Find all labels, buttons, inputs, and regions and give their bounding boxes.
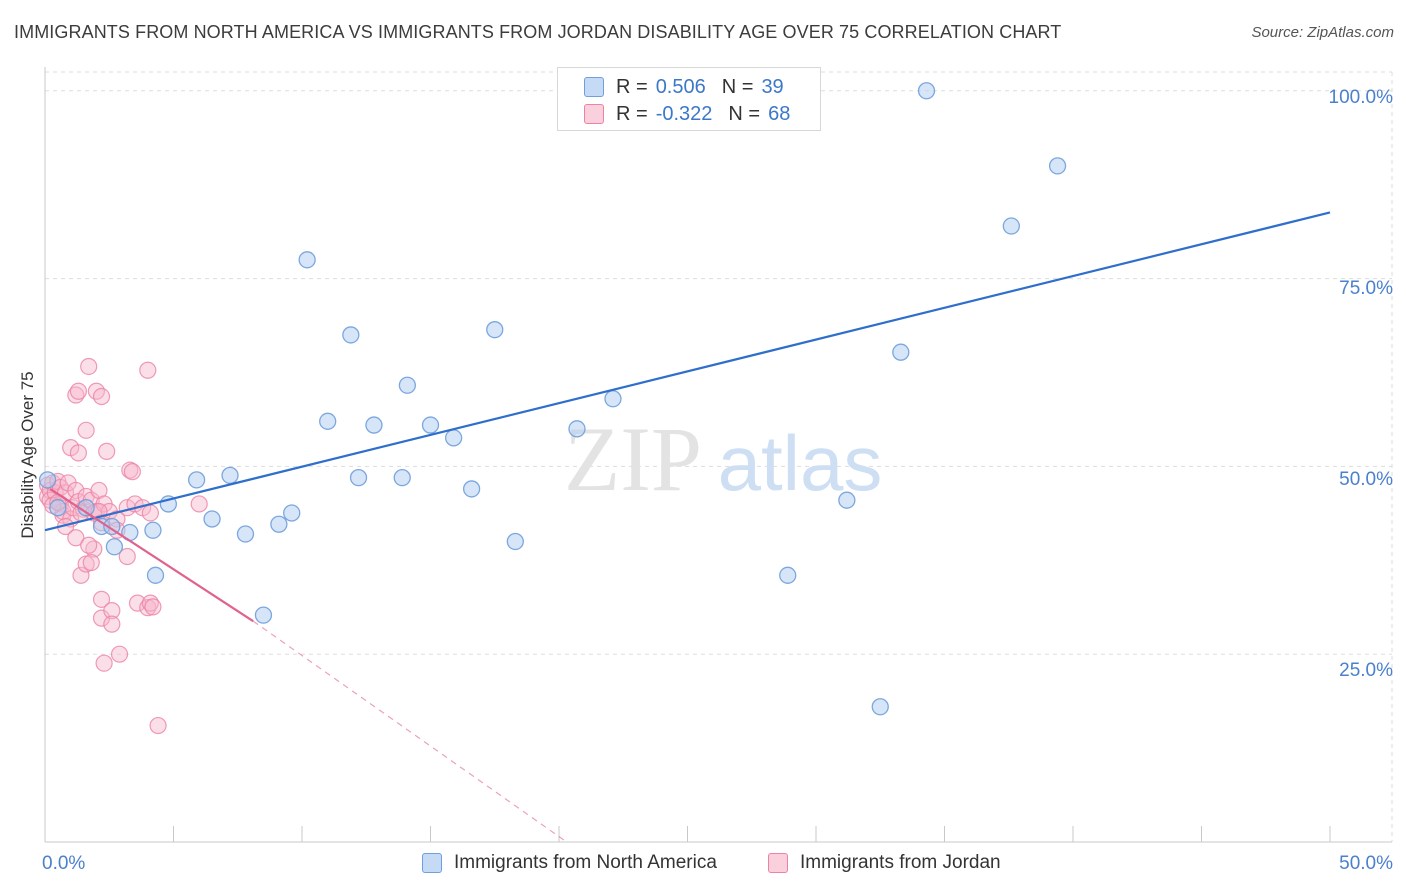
x-tick-label-0: 0.0% xyxy=(42,853,86,874)
y-tick-label-75: 75.0% xyxy=(1339,278,1393,299)
y-tick-label-100: 100.0% xyxy=(1328,87,1393,108)
point-north-america xyxy=(49,499,67,517)
trend-line-jordan xyxy=(49,488,254,623)
point-jordan xyxy=(190,495,208,513)
point-north-america xyxy=(254,606,273,624)
legend-swatch-pink xyxy=(584,104,604,124)
legend-row-jordan: R = -0.322 N = 68 xyxy=(584,102,790,126)
point-north-america xyxy=(892,343,910,361)
watermark-atlas: atlas xyxy=(718,419,883,507)
legend-n-label: N = xyxy=(721,75,754,98)
legend-r-value: -0.322 xyxy=(655,102,713,125)
y-tick-label-50: 50.0% xyxy=(1339,469,1393,490)
point-north-america xyxy=(779,566,797,584)
trend-line-jordan-extension xyxy=(252,620,568,843)
point-jordan xyxy=(141,504,159,522)
watermark-zip: ZIP xyxy=(564,408,702,510)
legend-swatch-blue xyxy=(584,77,604,97)
point-jordan xyxy=(69,382,88,400)
point-jordan xyxy=(80,357,98,376)
x-tick-label-50: 50.0% xyxy=(1339,853,1393,874)
point-north-america xyxy=(349,469,368,487)
point-jordan xyxy=(80,536,98,554)
point-north-america xyxy=(283,504,301,522)
y-axis-label: Disability Age Over 75 xyxy=(18,371,37,539)
point-jordan xyxy=(98,442,116,460)
point-jordan xyxy=(103,602,121,620)
point-jordan xyxy=(69,444,88,462)
point-north-america xyxy=(144,521,162,539)
point-jordan xyxy=(123,463,141,481)
point-north-america xyxy=(1002,217,1020,235)
trend-line-north-america xyxy=(44,211,1331,532)
point-jordan xyxy=(110,645,129,663)
point-north-america xyxy=(393,469,411,487)
point-north-america xyxy=(146,566,165,584)
bottom-legend-north-america: Immigrants from North America xyxy=(422,852,717,874)
point-north-america xyxy=(38,471,57,489)
legend-r-label: R = xyxy=(616,102,648,125)
point-jordan xyxy=(72,566,90,584)
legend-n-value: 39 xyxy=(761,75,784,98)
chart-source: Source: ZipAtlas.com xyxy=(1251,24,1394,41)
point-north-america xyxy=(1048,157,1067,175)
point-north-america xyxy=(568,420,586,438)
point-north-america xyxy=(604,390,622,408)
point-jordan xyxy=(139,599,157,617)
point-jordan xyxy=(92,387,111,406)
point-jordan xyxy=(92,590,111,608)
bottom-legend-swatch-pink xyxy=(768,853,788,873)
point-north-america xyxy=(871,698,889,716)
point-north-america xyxy=(421,416,440,434)
point-jordan xyxy=(103,615,121,633)
point-north-america xyxy=(342,326,360,344)
point-jordan xyxy=(67,481,85,500)
bottom-legend-label: Immigrants from Jordan xyxy=(800,852,1001,873)
bottom-legend-jordan: Immigrants from Jordan xyxy=(768,852,1001,874)
correlation-legend: R = 0.506 N = 39 R = -0.322 N = 68 xyxy=(557,67,821,131)
legend-n-label: N = xyxy=(728,102,761,125)
series-jordan-points xyxy=(38,357,208,735)
y-tick-label-25: 25.0% xyxy=(1339,660,1393,681)
point-jordan xyxy=(77,421,95,439)
point-jordan xyxy=(118,547,136,566)
point-north-america xyxy=(221,466,239,485)
legend-r-label: R = xyxy=(616,75,648,98)
bottom-legend-swatch-blue xyxy=(422,853,442,873)
point-jordan xyxy=(82,553,100,572)
point-north-america xyxy=(298,251,316,269)
series-north-america-points xyxy=(38,82,1067,716)
point-north-america xyxy=(236,525,255,543)
point-north-america xyxy=(838,491,856,509)
point-north-america xyxy=(319,412,337,430)
point-north-america xyxy=(203,510,221,528)
chart-title: IMMIGRANTS FROM NORTH AMERICA VS IMMIGRA… xyxy=(14,22,1062,42)
point-north-america xyxy=(444,429,463,447)
point-north-america xyxy=(365,416,383,434)
point-north-america xyxy=(486,321,504,339)
legend-r-value: 0.506 xyxy=(655,75,706,98)
point-north-america xyxy=(187,471,206,489)
point-jordan xyxy=(144,598,162,616)
point-north-america xyxy=(506,532,524,551)
point-north-america xyxy=(398,376,417,394)
bottom-legend-label: Immigrants from North America xyxy=(454,852,717,873)
point-jordan xyxy=(87,382,106,400)
point-jordan xyxy=(95,654,113,672)
point-jordan xyxy=(149,716,167,735)
point-north-america xyxy=(105,538,124,556)
grid-layer xyxy=(45,71,1393,842)
watermark: ZIP atlas xyxy=(564,408,882,510)
point-north-america xyxy=(917,82,936,100)
trend-lines xyxy=(44,211,1331,843)
point-jordan xyxy=(139,361,157,379)
legend-row-north-america: R = 0.506 N = 39 xyxy=(584,75,784,99)
legend-n-value: 68 xyxy=(768,102,791,125)
point-north-america xyxy=(270,515,288,533)
axis-layer xyxy=(44,67,1392,843)
point-jordan xyxy=(67,529,85,547)
point-north-america xyxy=(462,480,481,498)
